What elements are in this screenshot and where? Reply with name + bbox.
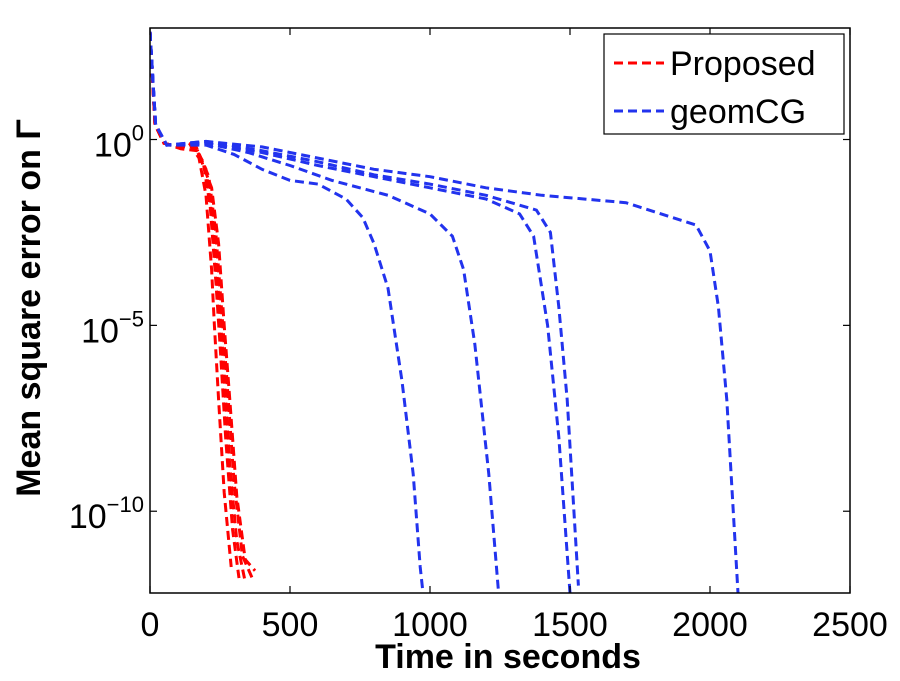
series-layer bbox=[150, 31, 740, 593]
x-tick-label: 500 bbox=[262, 606, 319, 644]
legend: Proposed geomCG bbox=[603, 33, 845, 135]
x-tick-label: 2000 bbox=[672, 606, 748, 644]
series-line-geomcg-6 bbox=[150, 31, 425, 593]
tick-labels-layer: 0 500 1000 1500 2000 2500 100 10−5 10−10 bbox=[69, 121, 888, 644]
ticks-layer bbox=[149, 28, 851, 593]
y-tick-label: 10−5 bbox=[81, 306, 144, 350]
legend-label-geomcg: geomCG bbox=[670, 93, 806, 131]
x-tick-label: 1500 bbox=[532, 606, 608, 644]
y-axis-title: Mean square error on Γ bbox=[10, 119, 48, 497]
series-line-proposed-5 bbox=[150, 31, 257, 572]
series-line-geomcg-10 bbox=[150, 31, 740, 593]
legend-box bbox=[603, 33, 845, 135]
legend-label-proposed: Proposed bbox=[670, 45, 816, 83]
plot-frame bbox=[149, 27, 851, 594]
series-line-proposed-3 bbox=[150, 31, 247, 583]
y-tick-label: 100 bbox=[94, 121, 144, 165]
x-tick-label: 2500 bbox=[812, 606, 888, 644]
series-line-geomcg-8 bbox=[150, 31, 572, 593]
x-axis-title: Time in seconds bbox=[375, 638, 641, 676]
series-line-geomcg-7 bbox=[150, 31, 501, 593]
series-line-proposed-1 bbox=[150, 31, 233, 568]
x-tick-label: 1000 bbox=[392, 606, 468, 644]
y-tick-label: 10−10 bbox=[69, 492, 144, 536]
x-tick-label: 0 bbox=[141, 606, 160, 644]
series-line-geomcg-9 bbox=[150, 31, 580, 586]
